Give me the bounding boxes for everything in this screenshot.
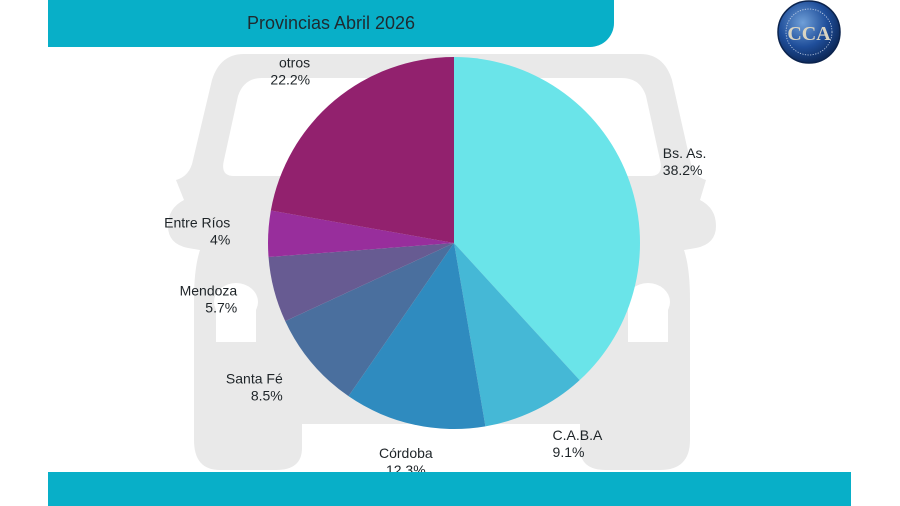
slice-category-label: Santa Fé xyxy=(226,370,283,386)
slice-category-label: C.A.B.A xyxy=(553,427,603,443)
pie-labels: Bs. As.38.2%C.A.B.A9.1%Córdoba12.3%Santa… xyxy=(164,54,706,477)
slice-value-label: 38.2% xyxy=(663,162,703,178)
pie-slice-otros xyxy=(270,57,454,243)
pie-slice-santa-fe xyxy=(285,243,454,397)
pie-label-santa-fe: Santa Fé8.5% xyxy=(226,370,283,403)
pie-slice-entre-rios xyxy=(268,210,454,258)
pie-label-bs-as: Bs. As.38.2% xyxy=(663,145,707,178)
cca-logo-icon: CCA xyxy=(777,0,841,64)
pie-label-c-a-b-a: C.A.B.A9.1% xyxy=(553,427,603,460)
slice-value-label: 8.5% xyxy=(251,387,283,403)
slice-value-label: 9.1% xyxy=(553,444,585,460)
logo-text: CCA xyxy=(787,23,831,45)
chart-title: Provincias Abril 2026 xyxy=(246,13,416,33)
slice-category-label: Córdoba xyxy=(379,445,433,461)
pie-slice-c-a-b-a xyxy=(454,243,580,427)
slice-category-label: otros xyxy=(279,54,310,70)
pie-slice-mendoza xyxy=(268,243,454,322)
slice-value-label: 22.2% xyxy=(270,71,310,87)
title-banner: Provincias Abril 2026 xyxy=(48,0,614,47)
pie-slices xyxy=(268,57,640,429)
slice-value-label: 5.7% xyxy=(205,299,237,315)
slice-value-label: 4% xyxy=(210,232,230,248)
slice-category-label: Entre Ríos xyxy=(164,215,230,231)
bottom-band xyxy=(48,472,851,506)
slice-category-label: Bs. As. xyxy=(663,145,707,161)
slice-category-label: Mendoza xyxy=(180,282,238,298)
pie-slice-bs-as xyxy=(454,57,640,381)
pie-slice-cordoba xyxy=(348,243,486,429)
